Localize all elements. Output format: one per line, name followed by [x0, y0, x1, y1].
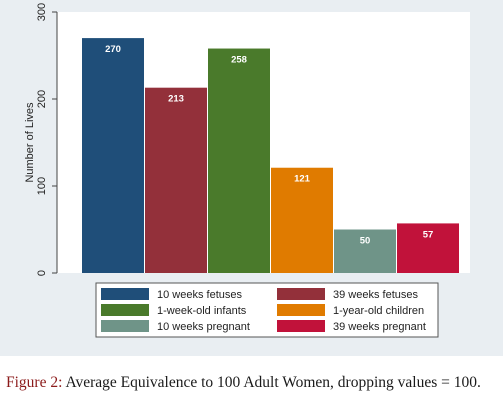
bar	[271, 167, 333, 273]
bar-value-label: 270	[105, 44, 121, 55]
bar-value-label: 50	[360, 236, 371, 247]
bar	[397, 223, 459, 273]
legend-label: 1-week-old infants	[157, 305, 247, 317]
bar	[208, 48, 270, 273]
legend-swatch	[101, 288, 149, 300]
bar-value-label: 121	[294, 174, 311, 185]
y-tick-label: 200	[36, 90, 48, 108]
y-axis-title: Number of Lives	[24, 102, 36, 183]
bar-value-label: 57	[423, 229, 434, 240]
legend-swatch	[277, 288, 325, 300]
legend-swatch	[101, 320, 149, 332]
legend-swatch	[277, 304, 325, 316]
legend-label: 1-year-old children	[333, 305, 424, 317]
legend-label: 10 weeks fetuses	[157, 289, 242, 301]
bar	[145, 87, 207, 273]
y-tick-label: 100	[36, 177, 48, 195]
legend-label: 39 weeks pregnant	[333, 321, 426, 333]
legend-label: 39 weeks fetuses	[333, 289, 418, 301]
legend-swatch	[101, 304, 149, 316]
caption-text: Average Equivalence to 100 Adult Women, …	[65, 374, 481, 391]
y-tick-label: 300	[36, 3, 48, 21]
y-tick-label: 0	[36, 270, 48, 276]
bar	[334, 229, 396, 273]
bar-value-label: 213	[168, 94, 184, 105]
bar-value-label: 258	[231, 55, 247, 66]
figure-caption: Figure 2: Average Equivalence to 100 Adu…	[6, 372, 497, 393]
legend-swatch	[277, 320, 325, 332]
bar-chart: 0 100 200 300 Number of Lives 270 213 258 121 50 5…	[24, 3, 470, 338]
caption-label: Figure 2:	[6, 374, 63, 391]
bar	[82, 38, 144, 273]
legend-box	[95, 282, 439, 338]
legend-label: 10 weeks pregnant	[157, 321, 250, 333]
